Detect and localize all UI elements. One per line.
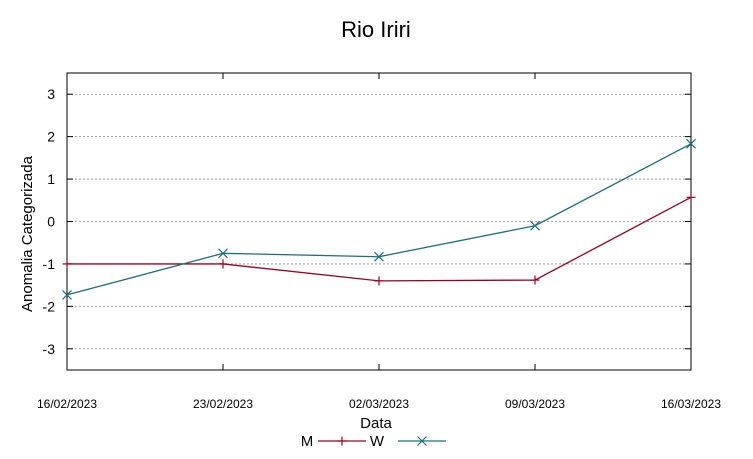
x-axis-label: Data [360, 415, 392, 432]
x-tick-label: 16/03/2023 [661, 397, 721, 411]
y-tick-label: 3 [47, 86, 55, 102]
data-point-M [530, 275, 540, 285]
data-point-W [686, 138, 696, 149]
data-point-M [686, 192, 696, 202]
x-tick-label: 23/02/2023 [193, 397, 253, 411]
x-axis-ticks: 16/02/2023 23/02/2023 02/03/2023 09/03/2023… [37, 73, 721, 411]
data-point-M [374, 276, 384, 286]
y-tick-label: -3 [43, 341, 56, 357]
series-group [62, 138, 696, 300]
legend-marker-M [337, 436, 347, 446]
legend-label-M: M [301, 433, 314, 450]
y-tick-label: 1 [47, 171, 55, 187]
y-tick-label: -1 [43, 256, 56, 272]
legend-marker-W [417, 436, 427, 446]
data-point-M [218, 259, 228, 269]
legend-label-W: W [370, 433, 385, 450]
x-tick-label: 09/03/2023 [505, 397, 565, 411]
series-line-W [66, 143, 692, 296]
chart-title: Rio Iriri [341, 17, 411, 42]
series-line-M [67, 196, 692, 282]
data-point-W [62, 289, 72, 300]
data-point-M [62, 259, 72, 269]
data-point-W [374, 251, 384, 262]
y-tick-label: 2 [47, 129, 55, 145]
data-point-W [218, 248, 228, 259]
x-tick-label: 16/02/2023 [37, 397, 97, 411]
y-tick-label: 0 [47, 214, 55, 230]
y-axis-ticks: 3 2 1 0 -1 -2 -3 [43, 86, 691, 357]
y-tick-label: -2 [43, 298, 56, 314]
x-tick-label: 02/03/2023 [349, 397, 409, 411]
data-point-W [530, 220, 540, 231]
y-axis-label: Anomalia Categorizada [19, 155, 36, 312]
grid-lines [67, 93, 691, 350]
